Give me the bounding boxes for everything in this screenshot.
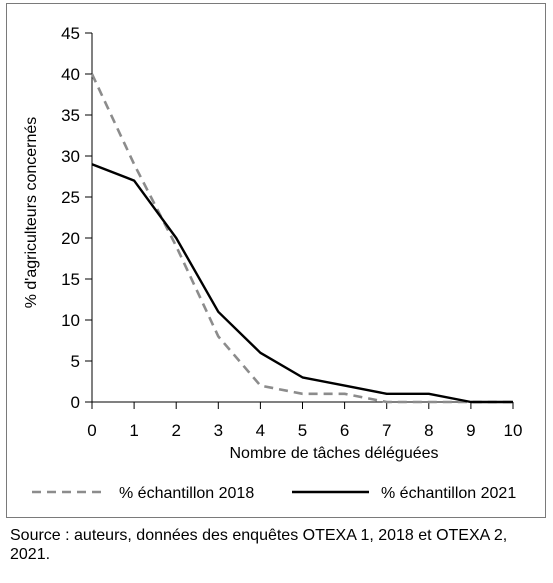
y-tick-label: 0 xyxy=(71,393,80,412)
series-layer xyxy=(90,73,513,404)
x-axis-title: Nombre de tâches déléguées xyxy=(229,445,438,462)
x-tick-label: 3 xyxy=(214,421,223,440)
y-tick-label: 5 xyxy=(71,352,80,371)
x-tick-label: 2 xyxy=(171,421,180,440)
figure-frame xyxy=(6,3,546,518)
y-tick-label: 20 xyxy=(61,229,80,248)
y-tick-label: 25 xyxy=(61,188,80,207)
y-tick-label: 30 xyxy=(61,147,80,166)
x-tick-label: 6 xyxy=(340,421,349,440)
y-tick-label: 15 xyxy=(61,270,80,289)
y-axis: 0 5 10 15 20 25 30 35 40 45 xyxy=(61,24,93,412)
y-axis-title: % d'agriculteurs concernés xyxy=(23,117,40,309)
x-tick-label: 5 xyxy=(298,421,307,440)
x-tick-label: 10 xyxy=(504,421,523,440)
y-tick-label: 40 xyxy=(61,65,80,84)
legend: % échantillon 2018 % échantillon 2021 xyxy=(32,485,516,502)
legend-label-2021: % échantillon 2021 xyxy=(381,485,516,502)
x-tick-label: 8 xyxy=(424,421,433,440)
series-line-2021 xyxy=(91,163,513,404)
y-ticks: 0 5 10 15 20 25 30 35 40 45 xyxy=(61,24,92,412)
series-line-2018 xyxy=(90,73,513,404)
y-tick-label: 45 xyxy=(61,24,80,43)
source-note: Source : auteurs, données des enquêtes O… xyxy=(10,527,508,563)
x-tick-label: 0 xyxy=(87,421,96,440)
x-tick-label: 7 xyxy=(382,421,391,440)
x-axis: 0 1 2 3 4 5 6 7 8 9 10 xyxy=(87,401,522,440)
x-tick-label: 4 xyxy=(256,421,265,440)
x-tick-label: 1 xyxy=(129,421,138,440)
x-ticks: 0 1 2 3 4 5 6 7 8 9 10 xyxy=(87,402,522,440)
x-tick-label: 9 xyxy=(466,421,475,440)
y-tick-label: 10 xyxy=(61,311,80,330)
y-tick-label: 35 xyxy=(61,106,80,125)
legend-label-2018: % échantillon 2018 xyxy=(119,485,254,502)
